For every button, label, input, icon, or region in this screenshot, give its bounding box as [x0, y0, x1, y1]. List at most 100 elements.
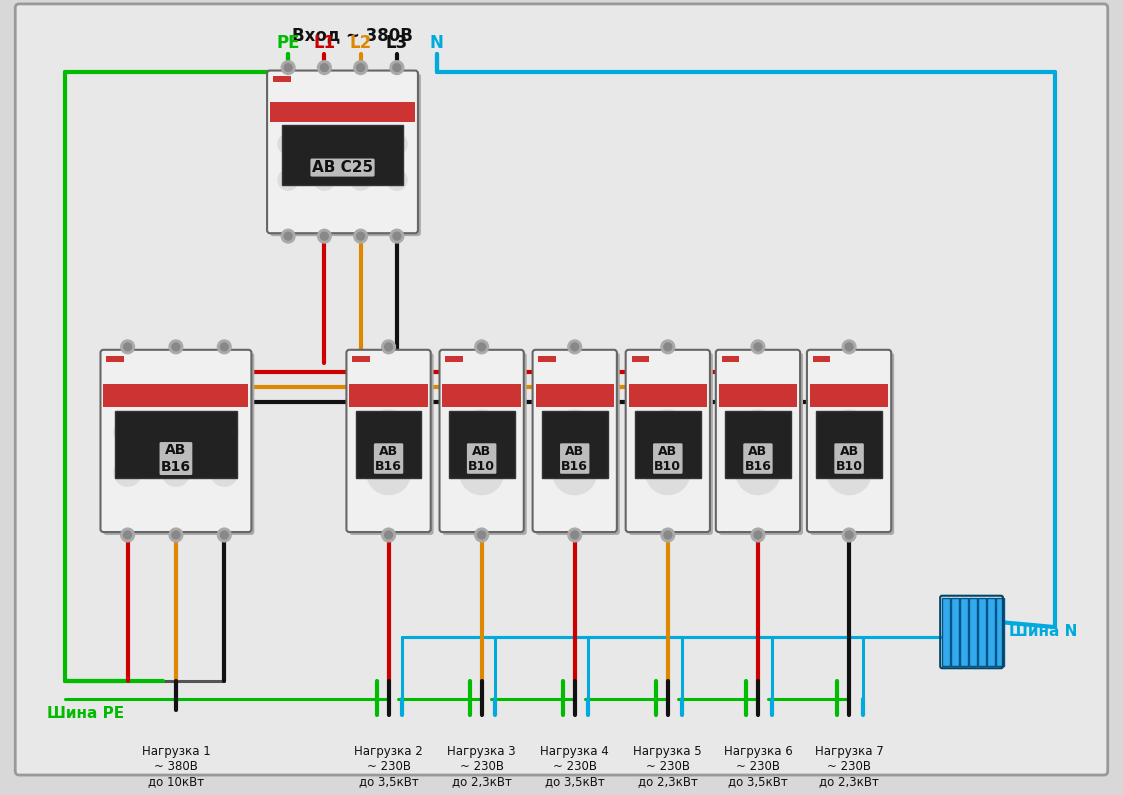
Circle shape [568, 528, 582, 542]
Circle shape [172, 531, 180, 539]
Text: Нагрузка 2
~ 230В
до 3,5кВт: Нагрузка 2 ~ 230В до 3,5кВт [354, 745, 423, 788]
Circle shape [170, 528, 183, 542]
Text: Нагрузка 6
~ 230В
до 3,5кВт: Нагрузка 6 ~ 230В до 3,5кВт [723, 745, 793, 788]
Bar [978, 598, 986, 666]
Circle shape [661, 340, 675, 354]
FancyBboxPatch shape [346, 350, 431, 532]
FancyBboxPatch shape [536, 353, 620, 535]
Circle shape [842, 528, 856, 542]
Text: Нагрузка 7
~ 230В
до 2,3кВт: Нагрузка 7 ~ 230В до 2,3кВт [814, 745, 884, 788]
FancyBboxPatch shape [16, 4, 1107, 775]
FancyBboxPatch shape [810, 353, 894, 535]
Bar [115, 411, 237, 478]
Circle shape [350, 134, 371, 154]
Text: Шина N: Шина N [1008, 625, 1077, 639]
Circle shape [846, 343, 853, 351]
Circle shape [281, 60, 295, 75]
Circle shape [846, 531, 853, 539]
Circle shape [350, 170, 371, 190]
Circle shape [382, 528, 395, 542]
Circle shape [475, 340, 489, 354]
Bar [449, 411, 514, 478]
FancyBboxPatch shape [267, 71, 418, 233]
FancyBboxPatch shape [100, 350, 252, 532]
Circle shape [382, 340, 395, 354]
Text: L2: L2 [349, 34, 372, 52]
Circle shape [121, 528, 135, 542]
Circle shape [318, 60, 331, 75]
Circle shape [390, 60, 404, 75]
FancyBboxPatch shape [442, 353, 527, 535]
Circle shape [736, 410, 779, 454]
Circle shape [220, 531, 228, 539]
Bar [541, 411, 608, 478]
Circle shape [124, 343, 131, 351]
Text: АВ
В16: АВ В16 [375, 444, 402, 472]
Circle shape [357, 64, 365, 72]
Circle shape [121, 340, 135, 354]
Bar [634, 411, 701, 478]
Bar [631, 355, 649, 362]
Circle shape [218, 340, 231, 354]
Bar [629, 385, 707, 407]
Bar [722, 355, 739, 362]
Circle shape [163, 418, 190, 446]
Text: Нагрузка 4
~ 230В
до 3,5кВт: Нагрузка 4 ~ 230В до 3,5кВт [540, 745, 609, 788]
Circle shape [385, 343, 392, 351]
Circle shape [459, 451, 503, 494]
Circle shape [842, 340, 856, 354]
FancyBboxPatch shape [349, 353, 433, 535]
Bar [349, 385, 428, 407]
Text: АВ
В10: АВ В10 [836, 444, 862, 472]
Text: АВ С25: АВ С25 [312, 160, 373, 175]
Circle shape [172, 343, 180, 351]
Circle shape [477, 343, 485, 351]
FancyBboxPatch shape [626, 350, 710, 532]
Bar [353, 355, 369, 362]
Circle shape [211, 418, 238, 446]
Circle shape [475, 528, 489, 542]
Text: АВ
В16: АВ В16 [745, 444, 772, 472]
Circle shape [553, 410, 596, 454]
Circle shape [314, 170, 335, 190]
Text: АВ
В10: АВ В10 [655, 444, 682, 472]
Circle shape [318, 229, 331, 243]
Circle shape [124, 531, 131, 539]
Circle shape [754, 343, 761, 351]
Bar [356, 411, 421, 478]
Text: Нагрузка 3
~ 230В
до 2,3кВт: Нагрузка 3 ~ 230В до 2,3кВт [447, 745, 515, 788]
Text: АВ
В16: АВ В16 [562, 444, 588, 472]
Text: L3: L3 [386, 34, 408, 52]
Bar [996, 598, 1004, 666]
Circle shape [754, 531, 761, 539]
Text: Нагрузка 5
~ 230В
до 2,3кВт: Нагрузка 5 ~ 230В до 2,3кВт [633, 745, 702, 788]
Bar [273, 76, 291, 83]
FancyBboxPatch shape [629, 353, 713, 535]
Bar [960, 598, 968, 666]
Circle shape [115, 418, 141, 446]
Bar [987, 598, 995, 666]
Bar [813, 355, 830, 362]
Circle shape [570, 343, 578, 351]
Circle shape [570, 531, 578, 539]
FancyBboxPatch shape [715, 350, 800, 532]
Circle shape [170, 340, 183, 354]
Circle shape [314, 134, 335, 154]
Circle shape [646, 410, 690, 454]
Circle shape [477, 531, 485, 539]
Text: L1: L1 [313, 34, 336, 52]
Text: АВ
В16: АВ В16 [161, 444, 191, 474]
Circle shape [828, 410, 871, 454]
FancyBboxPatch shape [532, 350, 617, 532]
FancyBboxPatch shape [270, 73, 421, 236]
Circle shape [211, 460, 238, 487]
Circle shape [828, 451, 871, 494]
Circle shape [218, 528, 231, 542]
Bar [725, 411, 791, 478]
Circle shape [357, 232, 365, 240]
Bar [446, 355, 463, 362]
Text: PE: PE [276, 34, 300, 52]
FancyBboxPatch shape [807, 350, 892, 532]
Bar [103, 385, 248, 407]
Circle shape [664, 343, 672, 351]
